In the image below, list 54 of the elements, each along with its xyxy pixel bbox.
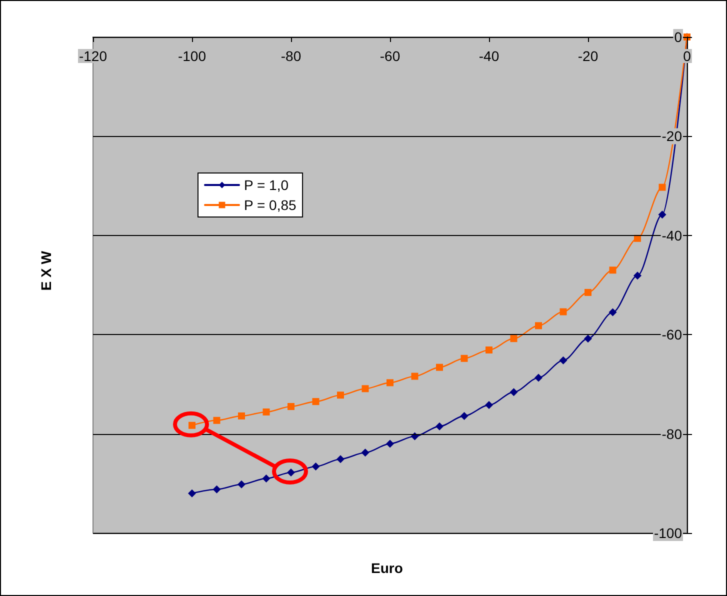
point: [288, 403, 294, 410]
point: [361, 448, 370, 457]
point: [238, 412, 245, 420]
point: [510, 335, 518, 342]
legend-label: P = 1,0: [244, 177, 289, 193]
y-tick-label: -100: [654, 525, 682, 541]
point: [287, 468, 295, 476]
point: [460, 412, 468, 420]
point: [386, 379, 394, 386]
y-tick-label: 0: [674, 29, 682, 45]
point: [386, 440, 394, 448]
y-axis-title: E X W: [38, 250, 54, 291]
point: [411, 372, 418, 380]
x-tick-label: -20: [578, 48, 598, 64]
point: [188, 422, 196, 429]
x-tick-label: -100: [178, 48, 206, 64]
point: [486, 346, 492, 354]
point: [535, 322, 542, 330]
point: [485, 401, 493, 410]
y-tick-label: -20: [662, 128, 682, 144]
point: [238, 480, 246, 488]
point: [212, 485, 221, 494]
point: [188, 489, 196, 498]
x-tick-label: -80: [280, 48, 302, 64]
point: [559, 356, 568, 364]
point: [262, 474, 270, 482]
x-tick-label: -40: [478, 48, 500, 64]
point: [262, 408, 270, 416]
point: [460, 354, 468, 362]
y-tick-label: -40: [662, 227, 682, 244]
point: [510, 388, 518, 396]
point: [337, 392, 344, 399]
point: [534, 374, 542, 382]
point: [584, 288, 592, 296]
legend-label: P = 0,85: [244, 197, 296, 213]
point: [312, 462, 320, 471]
point: [436, 422, 444, 430]
point: [336, 455, 344, 464]
point: [584, 334, 592, 343]
y-tick-label: -80: [662, 426, 682, 442]
x-axis-title: Euro: [371, 560, 403, 576]
point: [609, 266, 616, 274]
y-tick-label: -60: [662, 326, 682, 343]
point: [560, 308, 567, 316]
point: [658, 210, 666, 219]
point: [213, 416, 220, 424]
x-tick-label: -120: [78, 48, 108, 64]
point: [362, 385, 369, 392]
point: [634, 272, 642, 280]
point: [658, 184, 666, 191]
x-tick-label: -60: [380, 48, 400, 64]
point: [312, 398, 320, 406]
point: [436, 364, 443, 371]
point: [608, 308, 617, 316]
